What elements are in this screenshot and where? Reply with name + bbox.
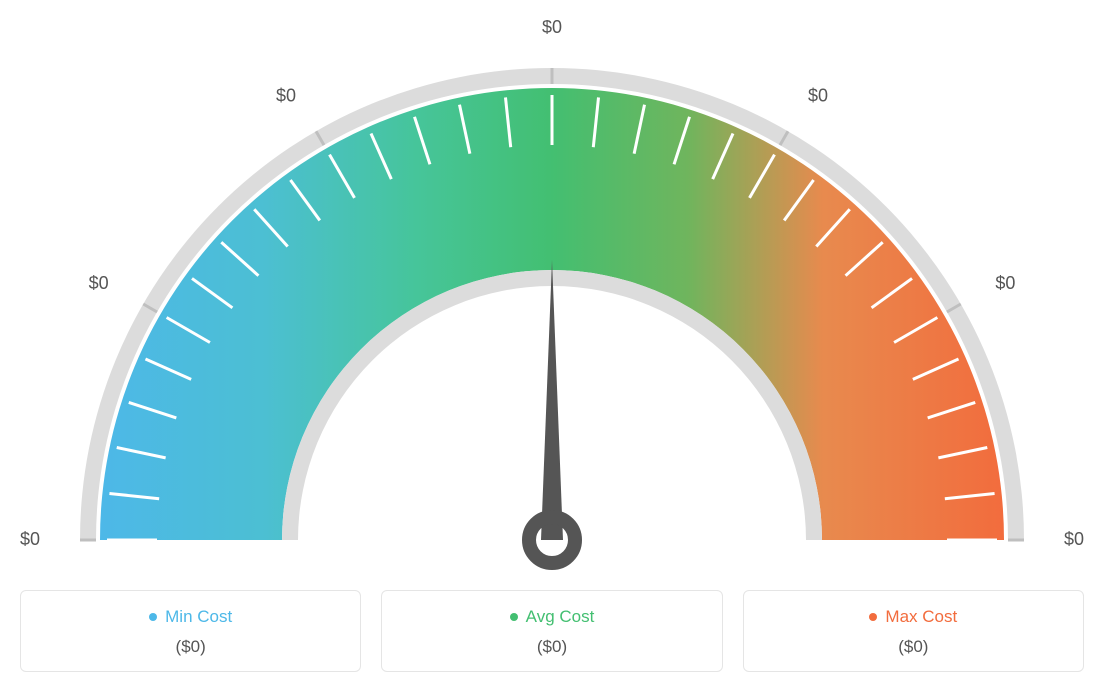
gauge-chart: $0 $0 $0 $0 $0 $0 $0 Min Cost ($0) Avg Cost ($… [20, 20, 1084, 672]
legend-value-max: ($0) [754, 637, 1073, 657]
legend-text-max: Max Cost [885, 607, 957, 627]
legend-value-avg: ($0) [392, 637, 711, 657]
tick-label: $0 [89, 273, 109, 293]
dot-icon [149, 613, 157, 621]
legend-label-min: Min Cost [149, 607, 232, 627]
tick-label: $0 [995, 273, 1015, 293]
legend-row: Min Cost ($0) Avg Cost ($0) Max Cost ($0… [20, 590, 1084, 672]
gauge-needle [541, 260, 563, 540]
tick-label: $0 [20, 529, 40, 549]
legend-text-avg: Avg Cost [526, 607, 595, 627]
legend-card-avg: Avg Cost ($0) [381, 590, 722, 672]
legend-label-max: Max Cost [869, 607, 957, 627]
gauge-svg: $0 $0 $0 $0 $0 $0 $0 [20, 20, 1084, 580]
tick-label: $0 [542, 20, 562, 37]
dot-icon [510, 613, 518, 621]
legend-value-min: ($0) [31, 637, 350, 657]
tick-label: $0 [1064, 529, 1084, 549]
tick-label: $0 [808, 85, 828, 105]
legend-label-avg: Avg Cost [510, 607, 595, 627]
legend-card-max: Max Cost ($0) [743, 590, 1084, 672]
legend-card-min: Min Cost ($0) [20, 590, 361, 672]
tick-label: $0 [276, 85, 296, 105]
legend-text-min: Min Cost [165, 607, 232, 627]
gauge-svg-wrap: $0 $0 $0 $0 $0 $0 $0 [20, 20, 1084, 580]
dot-icon [869, 613, 877, 621]
